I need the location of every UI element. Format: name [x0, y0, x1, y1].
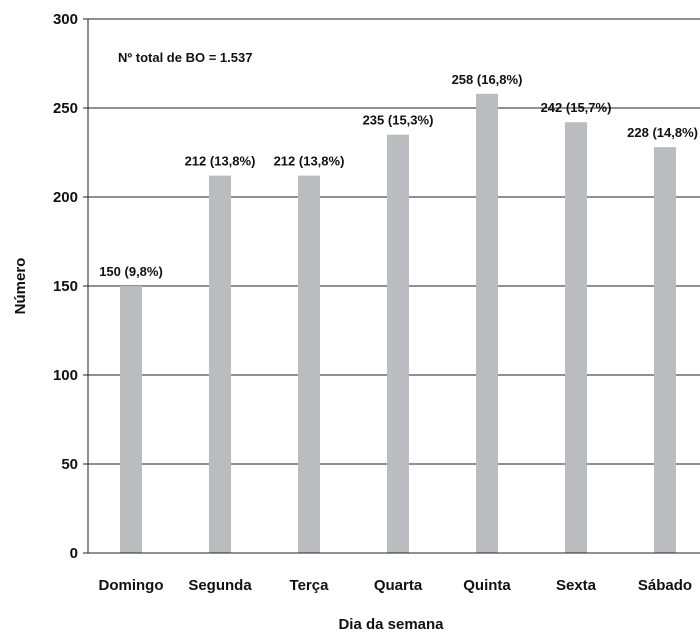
y-tick-label: 300: [53, 11, 78, 28]
axes: [87, 19, 700, 554]
bar-value-label: 212 (13,8%): [185, 154, 256, 169]
bar-value-label: 235 (15,3%): [363, 113, 434, 128]
bar-6: [654, 147, 676, 553]
bar-data-labels: 150 (9,8%) 212 (13,8%) 212 (13,8%) 235 (15,…: [99, 72, 698, 279]
x-tick-label: Domingo: [99, 577, 164, 594]
y-tick-label: 100: [53, 367, 78, 384]
bar-5: [565, 122, 587, 554]
bar-3: [387, 134, 409, 553]
x-tick-label: Quinta: [463, 577, 511, 594]
bar-2: [298, 175, 320, 553]
bar-0: [120, 286, 142, 553]
bar-value-label: 242 (15,7%): [541, 100, 612, 115]
x-tick-label: Sexta: [556, 577, 597, 594]
y-tick-label: 250: [53, 100, 78, 117]
x-tick-labels: Domingo Segunda Terça Quarta Quinta Sexta Sába…: [99, 577, 693, 594]
y-tick-labels: 0 50 100 150 200 250 300: [53, 11, 78, 562]
total-annotation: Nº total de BO = 1.537: [118, 50, 252, 65]
x-tick-label: Quarta: [374, 577, 423, 594]
y-axis-title: Número: [12, 258, 29, 315]
x-tick-label: Sábado: [638, 577, 692, 594]
bar-value-label: 258 (16,8%): [452, 72, 523, 87]
y-tick-label: 200: [53, 189, 78, 206]
y-tick-label: 0: [70, 545, 78, 562]
bar-4: [476, 93, 498, 553]
x-axis-title: Dia da semana: [338, 616, 444, 633]
bar-value-label: 150 (9,8%): [99, 264, 163, 279]
x-tick-label: Segunda: [188, 577, 252, 594]
bar-value-label: 212 (13,8%): [274, 154, 345, 169]
bar-1: [209, 175, 231, 553]
bar-value-label: 228 (14,8%): [627, 125, 698, 140]
bars: [120, 93, 676, 554]
y-tick-label: 150: [53, 278, 78, 295]
x-tick-label: Terça: [290, 577, 330, 594]
y-tick-label: 50: [61, 456, 78, 473]
